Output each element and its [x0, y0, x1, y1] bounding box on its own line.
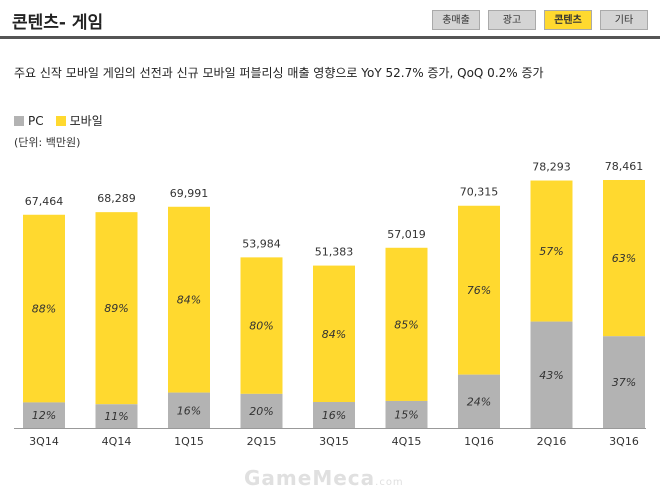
x-tick-label-4Q15: 4Q15: [392, 435, 422, 448]
share-label-pc-3Q14: 12%: [32, 409, 56, 422]
bar-pc-4Q15: [385, 400, 428, 428]
share-label-mobile-3Q16: 63%: [612, 252, 636, 265]
total-label-2Q16: 78,293: [532, 161, 571, 174]
share-label-mobile-2Q15: 80%: [249, 320, 273, 333]
x-tick-label-2Q16: 2Q16: [537, 435, 567, 448]
bar-mobile-3Q14: [23, 214, 65, 403]
total-label-4Q14: 68,289: [97, 192, 136, 205]
watermark-suffix: .com: [375, 477, 404, 488]
legend-item-pc: PC: [14, 114, 44, 128]
x-tick-label-3Q14: 3Q14: [29, 435, 59, 448]
bar-pc-1Q16: [458, 374, 500, 428]
bar-mobile-4Q15: [385, 247, 428, 401]
total-label-1Q16: 70,315: [460, 186, 499, 199]
share-label-pc-1Q15: 16%: [177, 404, 201, 417]
legend-label-pc: PC: [28, 113, 44, 128]
bar-mobile-3Q15: [313, 265, 355, 403]
share-label-pc-2Q16: 43%: [539, 369, 563, 382]
bar-mobile-1Q16: [458, 205, 500, 375]
tab-other[interactable]: 기타: [600, 10, 648, 30]
total-label-3Q16: 78,461: [605, 160, 644, 173]
legend-label-mobile: 모바일: [69, 114, 103, 128]
share-label-mobile-3Q15: 84%: [322, 328, 346, 341]
share-label-mobile-1Q15: 84%: [177, 294, 201, 307]
unit-label: (단위: 백만원): [14, 136, 81, 149]
share-label-pc-1Q16: 24%: [467, 395, 491, 408]
share-label-mobile-4Q14: 89%: [104, 302, 128, 315]
x-tick-label-1Q16: 1Q16: [464, 435, 494, 448]
share-label-mobile-4Q15: 85%: [394, 318, 418, 331]
bar-pc-4Q14: [95, 404, 138, 428]
watermark-main: GameMeca: [244, 466, 376, 490]
tab-bar: 총매출 광고 콘텐츠 기타: [432, 10, 648, 30]
bar-pc-3Q14: [23, 402, 65, 428]
summary-text: 주요 신작 모바일 게임의 선전과 신규 모바일 퍼블리싱 매출 영향으로 Yo…: [14, 66, 544, 80]
legend-swatch-pc: [14, 115, 24, 126]
x-tick-label-4Q14: 4Q14: [102, 435, 132, 448]
bar-pc-1Q15: [168, 392, 210, 428]
bar-pc-2Q15: [240, 393, 283, 428]
share-label-mobile-2Q16: 57%: [539, 245, 563, 258]
watermark: GameMeca.com: [244, 466, 404, 490]
total-label-1Q15: 69,991: [170, 187, 209, 200]
page-title: 콘텐츠- 게임: [12, 13, 104, 33]
legend-item-mobile: 모바일: [55, 112, 103, 129]
tab-total-revenue[interactable]: 총매출: [432, 10, 480, 30]
bar-pc-3Q15: [313, 402, 355, 428]
bar-pc-3Q16: [603, 336, 645, 428]
total-label-3Q14: 67,464: [25, 195, 64, 208]
legend-swatch-mobile: [55, 115, 66, 126]
title-divider: [0, 36, 660, 39]
bar-mobile-2Q16: [530, 180, 573, 322]
bar-mobile-2Q15: [240, 257, 283, 394]
x-tick-label-3Q15: 3Q15: [319, 435, 349, 448]
bar-mobile-4Q14: [95, 212, 138, 405]
bar-pc-2Q16: [530, 321, 573, 428]
chart-legend: PC 모바일: [14, 112, 103, 129]
share-label-pc-4Q15: 15%: [394, 408, 418, 421]
share-label-pc-2Q15: 20%: [249, 405, 273, 418]
x-tick-label-1Q15: 1Q15: [174, 435, 204, 448]
total-label-4Q15: 57,019: [387, 228, 426, 241]
share-label-pc-3Q16: 37%: [612, 376, 636, 389]
share-label-mobile-1Q16: 76%: [467, 284, 491, 297]
bar-mobile-3Q16: [603, 180, 645, 337]
x-tick-label-2Q15: 2Q15: [247, 435, 277, 448]
tab-advertising[interactable]: 광고: [488, 10, 536, 30]
share-label-pc-4Q14: 11%: [104, 410, 128, 423]
bar-mobile-1Q15: [168, 206, 210, 393]
total-label-2Q15: 53,984: [242, 237, 281, 250]
tab-contents[interactable]: 콘텐츠: [544, 10, 592, 30]
total-label-3Q15: 51,383: [315, 246, 354, 259]
x-tick-label-3Q16: 3Q16: [609, 435, 639, 448]
share-label-mobile-3Q14: 88%: [32, 303, 56, 316]
share-label-pc-3Q15: 16%: [322, 409, 346, 422]
